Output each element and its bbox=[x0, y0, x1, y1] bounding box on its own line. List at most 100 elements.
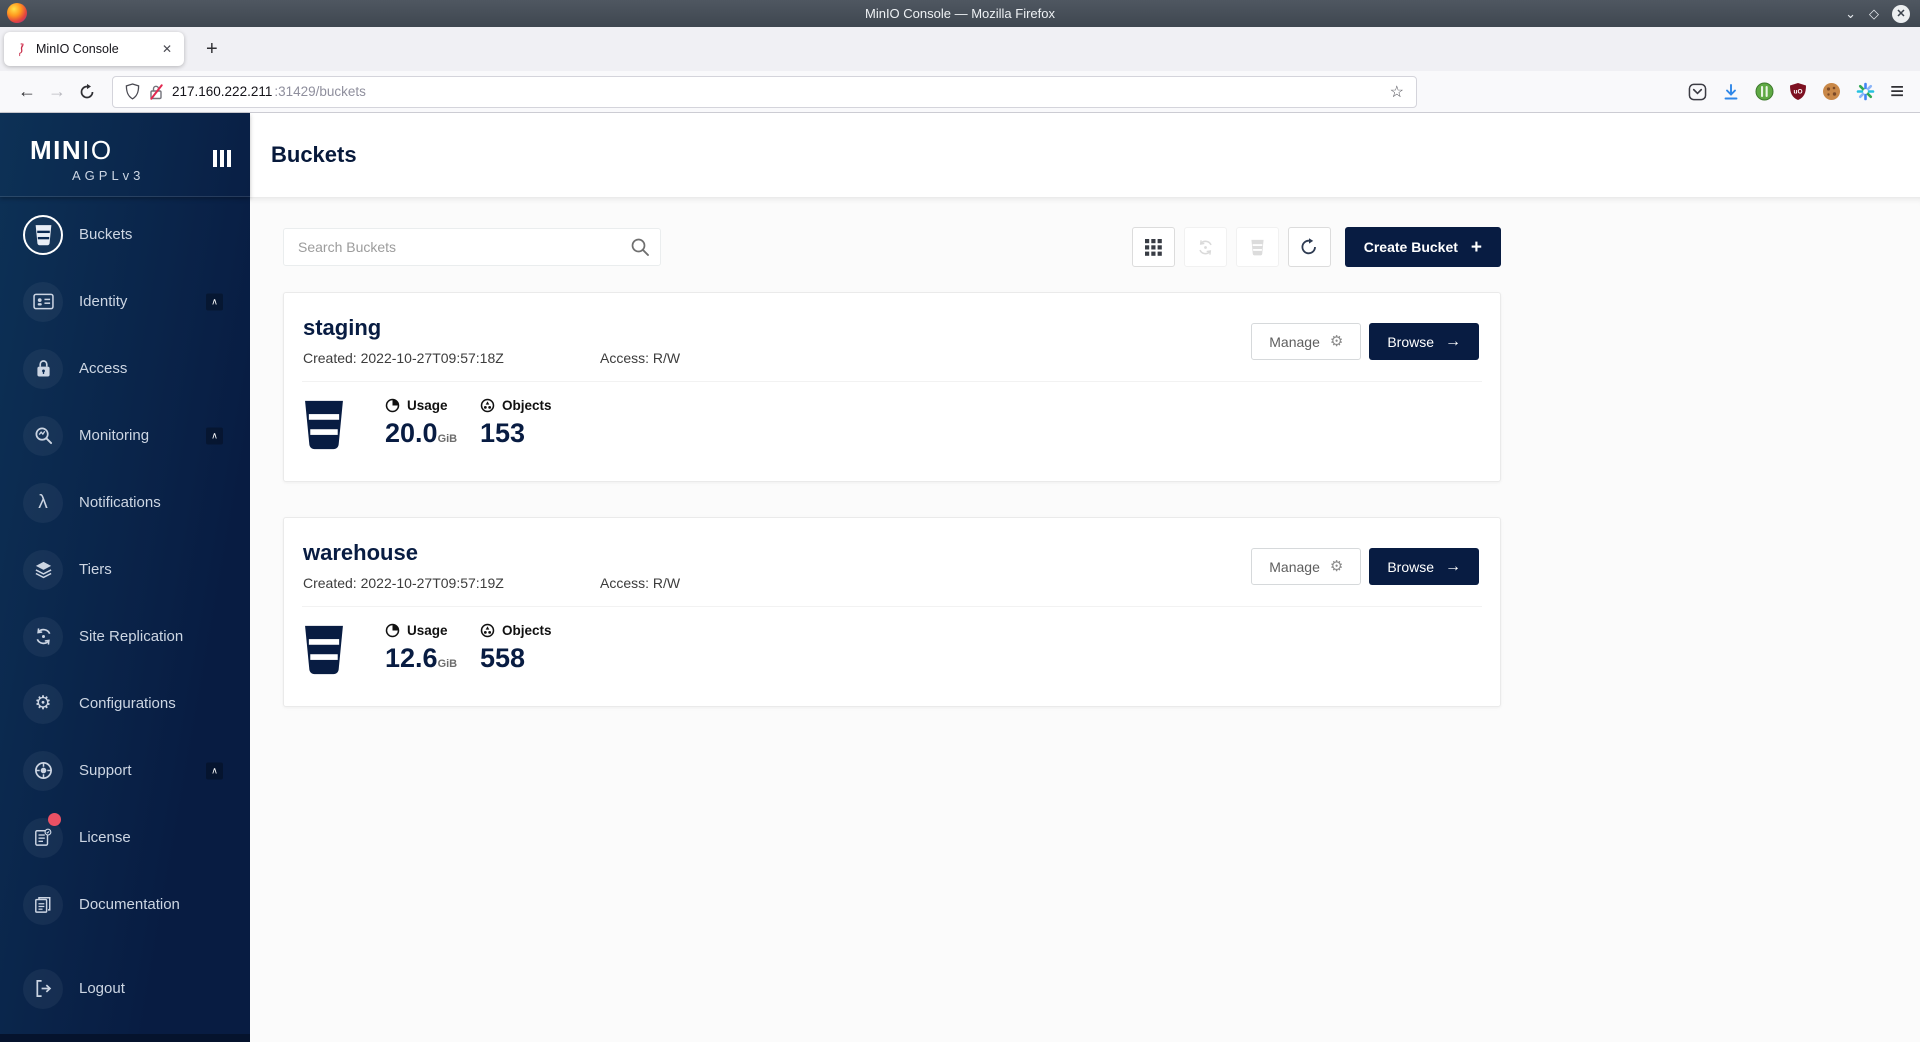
arrow-right-icon: → bbox=[1445, 557, 1461, 575]
grid-icon bbox=[1144, 238, 1162, 256]
gear-icon: ⚙ bbox=[1329, 558, 1344, 575]
objects-icon bbox=[480, 623, 495, 638]
search-icon bbox=[630, 237, 650, 257]
reload-button[interactable] bbox=[72, 77, 102, 107]
layers-icon bbox=[23, 549, 63, 590]
sidebar-item-site-replication[interactable]: Site Replication bbox=[0, 603, 250, 670]
tracking-shield-icon[interactable] bbox=[125, 83, 140, 100]
usage-value: 20.0 bbox=[385, 418, 438, 448]
support-icon bbox=[23, 750, 63, 791]
sidebar-item-label: Notifications bbox=[79, 494, 161, 511]
page-header: Buckets bbox=[250, 113, 1920, 197]
replication-arrows-icon bbox=[23, 616, 63, 657]
usage-pie-icon bbox=[385, 623, 400, 638]
cookie-extension-icon[interactable] bbox=[1822, 82, 1841, 101]
insecure-lock-icon[interactable] bbox=[149, 83, 164, 100]
grid-view-button[interactable] bbox=[1131, 227, 1175, 267]
back-button[interactable]: ← bbox=[18, 81, 36, 101]
bucket-icon bbox=[23, 214, 63, 255]
svg-text:uO: uO bbox=[1793, 89, 1802, 96]
usage-value: 12.6 bbox=[385, 643, 438, 673]
sidebar-item-logout[interactable]: Logout bbox=[0, 955, 250, 1022]
divider bbox=[302, 381, 1482, 382]
sidebar-item-tiers[interactable]: Tiers bbox=[0, 536, 250, 603]
minio-logo: MINIO AGPLv3 bbox=[0, 113, 250, 197]
browse-button[interactable]: Browse → bbox=[1369, 323, 1479, 360]
bucket-card: warehouse Created: 2022-10-27T09:57:19Z … bbox=[283, 517, 1501, 707]
sidebar-collapse-icon[interactable] bbox=[213, 150, 231, 167]
collapse-caret-icon[interactable]: ∧ bbox=[206, 293, 223, 310]
usage-pie-icon bbox=[385, 398, 400, 413]
forward-button[interactable]: → bbox=[48, 81, 66, 101]
gear-icon: ⚙ bbox=[1329, 333, 1344, 350]
sidebar-item-monitoring[interactable]: Monitoring ∧ bbox=[0, 402, 250, 469]
usage-unit: GiB bbox=[437, 433, 458, 445]
sidebar-item-label: Identity bbox=[79, 293, 128, 310]
sidebar-item-label: Configurations bbox=[79, 695, 176, 712]
maximize-icon[interactable]: ◇ bbox=[1869, 6, 1879, 21]
main-area: Buckets bbox=[250, 113, 1920, 1042]
pocket-icon[interactable] bbox=[1688, 83, 1707, 101]
sidebar-item-label: Support bbox=[79, 762, 132, 779]
minimize-icon[interactable]: ⌄ bbox=[1845, 6, 1856, 21]
close-window-icon[interactable]: ✕ bbox=[1892, 4, 1910, 23]
url-bar[interactable]: 217.160.222.211 :31429/buckets ☆ bbox=[112, 75, 1417, 108]
sidebar-item-label: Tiers bbox=[79, 561, 112, 578]
license-tag: AGPLv3 bbox=[72, 168, 145, 183]
sidebar-item-access[interactable]: Access bbox=[0, 335, 250, 402]
browser-tab[interactable]: MinIO Console ✕ bbox=[4, 32, 184, 66]
privacy-extension-icon[interactable] bbox=[1755, 82, 1774, 101]
sidebar-item-documentation[interactable]: Documentation bbox=[0, 871, 250, 938]
tab-close-icon[interactable]: ✕ bbox=[161, 42, 172, 56]
sidebar-item-notifications[interactable]: λ Notifications bbox=[0, 469, 250, 536]
objects-stat: Objects 558 bbox=[480, 623, 575, 672]
new-tab-button[interactable]: + bbox=[206, 37, 218, 60]
url-host: 217.160.222.211 bbox=[172, 84, 273, 99]
sidebar-item-label: License bbox=[79, 829, 131, 846]
lambda-icon: λ bbox=[23, 482, 63, 523]
ublock-origin-icon[interactable]: uO bbox=[1789, 82, 1807, 101]
brand-io: IO bbox=[82, 135, 113, 165]
browser-toolbar: ← → 217.160.222.211 :31429/buckets ☆ bbox=[0, 71, 1920, 113]
bucket-name-link[interactable]: staging bbox=[303, 315, 382, 340]
plus-icon: + bbox=[1470, 236, 1482, 258]
refresh-button[interactable] bbox=[1287, 227, 1331, 267]
delete-bucket-icon bbox=[1251, 239, 1264, 255]
bucket-icon bbox=[305, 400, 343, 450]
license-notification-badge bbox=[48, 813, 61, 826]
objects-value: 153 bbox=[480, 418, 526, 448]
sidebar-item-label: Monitoring bbox=[79, 427, 150, 444]
tab-bar: MinIO Console ✕ + bbox=[0, 27, 1920, 71]
sidebar-item-label: Buckets bbox=[79, 226, 133, 243]
bookmark-star-icon[interactable]: ☆ bbox=[1389, 83, 1404, 101]
logout-icon bbox=[23, 968, 63, 1009]
menu-hamburger-icon[interactable]: ≡ bbox=[1889, 77, 1904, 105]
sidebar-item-license[interactable]: License bbox=[0, 804, 250, 871]
sidebar-item-configurations[interactable]: ⚙ Configurations bbox=[0, 670, 250, 737]
divider bbox=[302, 606, 1482, 607]
create-bucket-button[interactable]: Create Bucket + bbox=[1344, 227, 1501, 267]
bucket-card: staging Created: 2022-10-27T09:57:18Z Ac… bbox=[283, 292, 1501, 482]
window-title: MinIO Console — Mozilla Firefox bbox=[865, 6, 1055, 21]
content-area: Create Bucket + staging Created: 2022-10… bbox=[250, 197, 1920, 1042]
search-input[interactable] bbox=[283, 228, 661, 266]
manage-button[interactable]: Manage ⚙ bbox=[1251, 548, 1362, 585]
pinwheel-extension-icon[interactable] bbox=[1856, 82, 1875, 101]
lock-icon bbox=[23, 348, 63, 389]
collapse-caret-icon[interactable]: ∧ bbox=[206, 427, 223, 444]
sidebar-item-label: Logout bbox=[79, 980, 125, 997]
sidebar-item-buckets[interactable]: Buckets bbox=[0, 201, 250, 268]
usage-stat: Usage 20.0GiB bbox=[385, 398, 458, 448]
collapse-caret-icon[interactable]: ∧ bbox=[206, 762, 223, 779]
sidebar-item-label: Access bbox=[79, 360, 128, 377]
browse-button[interactable]: Browse → bbox=[1369, 548, 1479, 585]
bucket-created: Created: 2022-10-27T09:57:19Z bbox=[303, 575, 504, 591]
downloads-icon[interactable] bbox=[1722, 83, 1740, 101]
bucket-name-link[interactable]: warehouse bbox=[303, 540, 418, 565]
minio-flamingo-favicon bbox=[19, 42, 24, 56]
search-buckets-field[interactable] bbox=[283, 228, 661, 266]
gear-icon: ⚙ bbox=[23, 683, 63, 724]
sidebar-item-support[interactable]: Support ∧ bbox=[0, 737, 250, 804]
manage-button[interactable]: Manage ⚙ bbox=[1251, 323, 1362, 360]
sidebar-item-identity[interactable]: Identity ∧ bbox=[0, 268, 250, 335]
